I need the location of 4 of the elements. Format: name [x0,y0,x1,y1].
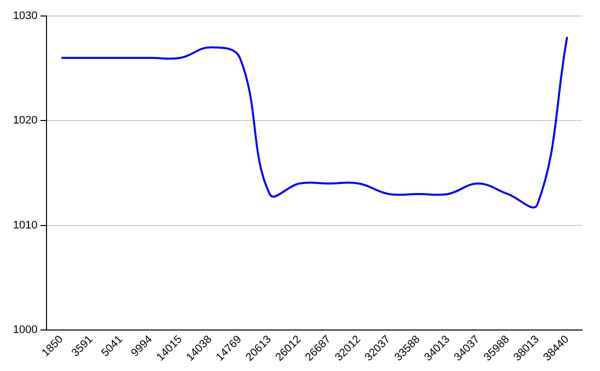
y-tick-label: 1020 [12,114,38,127]
y-tick-label: 1030 [12,10,38,22]
y-tick-label: 1010 [12,219,38,232]
y-tick-label: 1000 [12,324,38,336]
